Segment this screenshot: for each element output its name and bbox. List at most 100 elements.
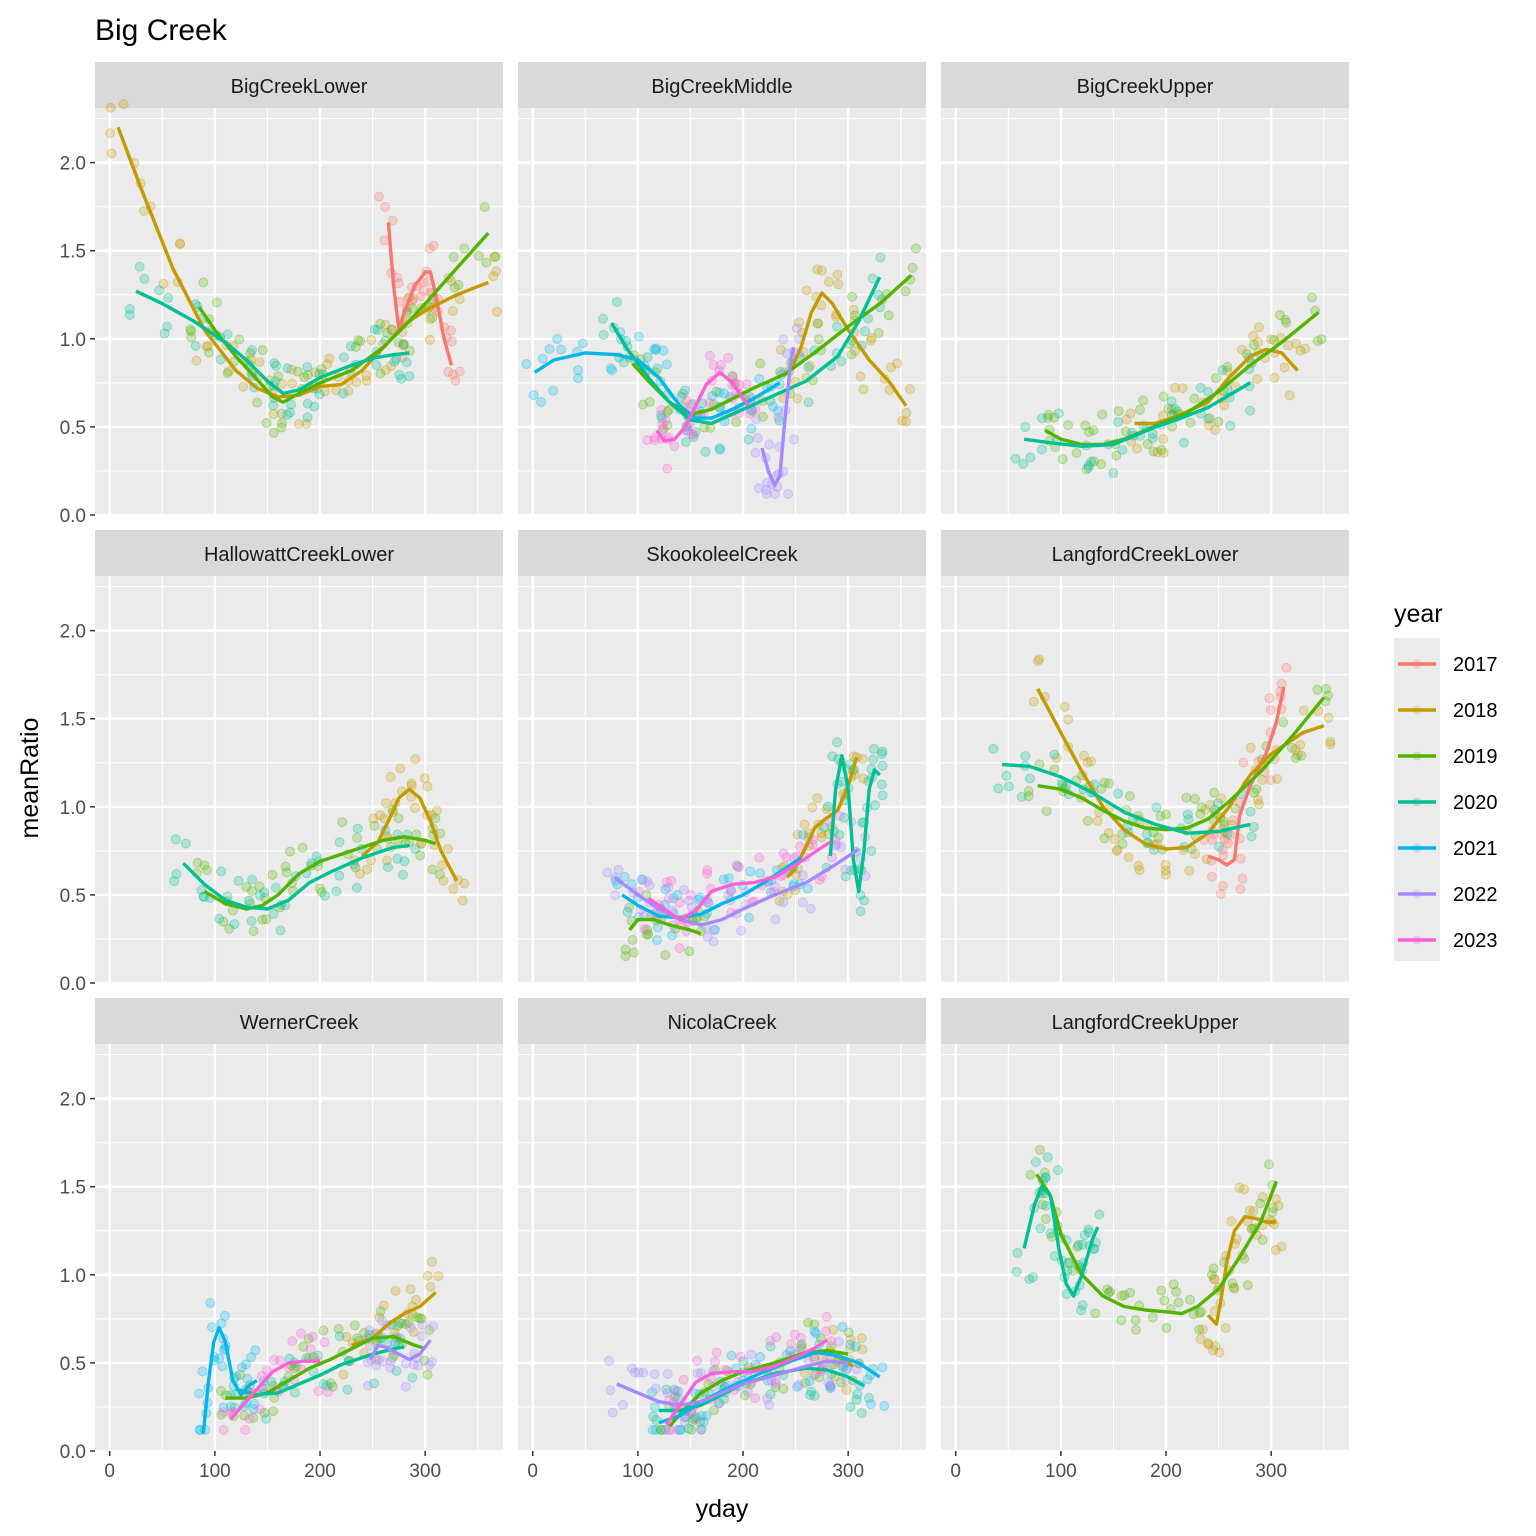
data-point bbox=[216, 866, 227, 877]
data-point bbox=[855, 906, 866, 917]
data-point bbox=[1173, 1297, 1184, 1308]
data-point bbox=[746, 1349, 757, 1360]
data-point bbox=[801, 285, 812, 296]
data-point bbox=[214, 913, 225, 924]
data-point bbox=[837, 1321, 848, 1332]
data-point bbox=[1120, 426, 1131, 437]
data-point bbox=[1092, 815, 1103, 826]
data-point bbox=[674, 897, 685, 908]
data-point bbox=[286, 364, 297, 375]
data-point bbox=[1160, 869, 1171, 880]
data-point bbox=[800, 1377, 811, 1388]
data-point bbox=[764, 439, 775, 450]
data-point bbox=[1251, 784, 1262, 795]
data-point bbox=[380, 201, 391, 212]
data-point bbox=[124, 303, 135, 314]
y-tick-label: 1.5 bbox=[60, 1178, 86, 1199]
data-point bbox=[352, 823, 363, 834]
data-point bbox=[408, 1359, 419, 1370]
y-tick-label: 0.0 bbox=[60, 974, 86, 995]
facet-panel: BigCreekMiddle bbox=[518, 62, 926, 517]
data-point bbox=[649, 432, 660, 443]
smooth-line-2022 bbox=[368, 1338, 432, 1362]
data-point bbox=[805, 1390, 816, 1401]
data-point bbox=[1237, 873, 1248, 884]
y-tick-label: 1.0 bbox=[60, 798, 86, 819]
facet-panels: BigCreekLower 0.0 0.5 1.0 1.5 2.0 BigCreekMidd… bbox=[60, 62, 1349, 1482]
data-point bbox=[1035, 1223, 1046, 1234]
data-point bbox=[1037, 1199, 1048, 1210]
data-point bbox=[805, 903, 816, 914]
data-point bbox=[684, 946, 695, 957]
data-point bbox=[644, 880, 655, 891]
data-point bbox=[709, 1357, 720, 1368]
data-point bbox=[134, 261, 145, 272]
data-point bbox=[820, 1326, 831, 1337]
data-point bbox=[679, 884, 690, 895]
data-point bbox=[1105, 1286, 1116, 1297]
data-point bbox=[361, 375, 372, 386]
data-point bbox=[731, 417, 742, 428]
data-point bbox=[649, 435, 660, 446]
data-point bbox=[1195, 382, 1206, 393]
data-point bbox=[1178, 437, 1189, 448]
data-point bbox=[828, 1324, 839, 1335]
smooth-line-2020 bbox=[610, 276, 882, 426]
data-point bbox=[364, 1325, 375, 1336]
x-tick-label: 0 bbox=[950, 1461, 961, 1482]
data-point bbox=[521, 358, 532, 369]
data-point bbox=[870, 800, 881, 811]
data-point bbox=[1234, 1182, 1245, 1193]
smooth-line-2022 bbox=[616, 1359, 849, 1407]
data-point bbox=[1197, 1324, 1208, 1335]
data-point bbox=[282, 409, 293, 420]
data-point bbox=[1063, 714, 1074, 725]
data-point bbox=[249, 1399, 260, 1410]
data-point bbox=[907, 262, 918, 273]
data-point bbox=[762, 477, 773, 488]
data-point bbox=[275, 1355, 286, 1366]
data-point bbox=[1166, 396, 1177, 407]
data-point bbox=[718, 874, 729, 885]
data-point bbox=[648, 1411, 659, 1422]
data-point bbox=[106, 148, 117, 159]
data-point bbox=[382, 862, 393, 873]
data-point bbox=[704, 350, 715, 361]
data-point bbox=[769, 488, 780, 499]
data-point bbox=[1230, 803, 1241, 814]
data-point bbox=[1067, 1265, 1078, 1276]
data-point bbox=[1270, 1194, 1281, 1205]
data-point bbox=[359, 1327, 370, 1338]
data-point bbox=[1073, 1240, 1084, 1251]
data-point bbox=[617, 1399, 628, 1410]
data-point bbox=[1104, 778, 1115, 789]
data-point bbox=[1040, 1214, 1051, 1225]
data-point bbox=[633, 331, 644, 342]
data-point bbox=[1161, 1322, 1172, 1333]
data-point bbox=[663, 882, 674, 893]
data-point bbox=[338, 352, 349, 363]
data-point bbox=[1088, 456, 1099, 467]
data-point bbox=[318, 1325, 329, 1336]
data-point bbox=[639, 923, 650, 934]
data-point bbox=[660, 949, 671, 960]
data-point bbox=[1121, 414, 1132, 425]
data-point bbox=[424, 1325, 435, 1336]
data-point bbox=[690, 426, 701, 437]
data-point bbox=[750, 447, 761, 458]
data-point bbox=[1222, 365, 1233, 376]
data-point bbox=[1032, 656, 1043, 667]
data-point bbox=[691, 1413, 702, 1424]
data-point bbox=[812, 793, 823, 804]
data-point bbox=[674, 1424, 685, 1435]
data-point bbox=[169, 876, 180, 887]
data-point bbox=[647, 1387, 658, 1398]
data-point bbox=[422, 1369, 433, 1380]
data-point bbox=[254, 357, 265, 368]
data-point bbox=[857, 1344, 868, 1355]
data-point bbox=[660, 1424, 671, 1435]
data-point bbox=[738, 1356, 749, 1367]
data-point bbox=[387, 1352, 398, 1363]
data-point bbox=[826, 1336, 837, 1347]
data-point bbox=[765, 1341, 776, 1352]
